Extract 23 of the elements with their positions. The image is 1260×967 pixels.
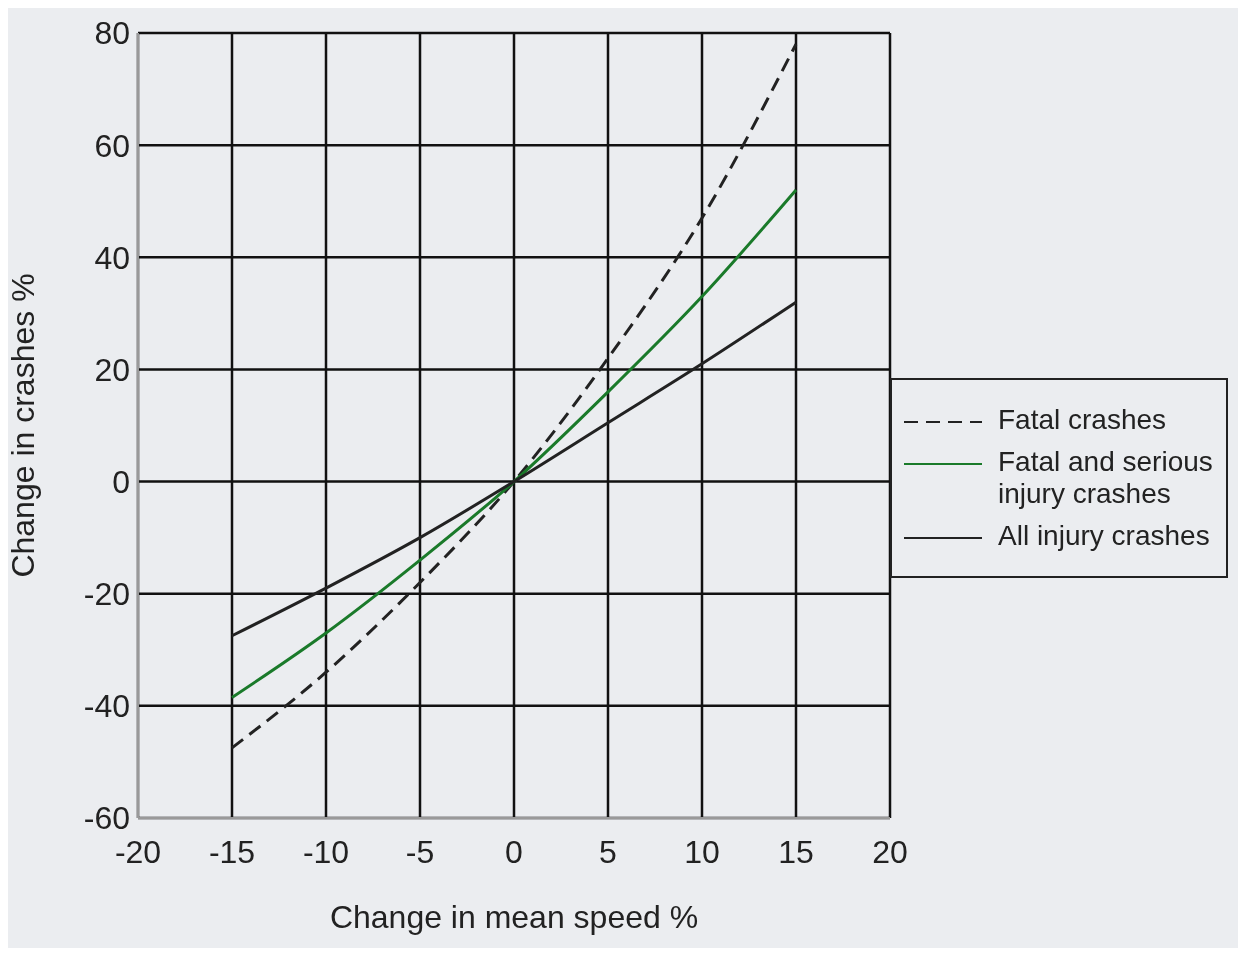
y-axis-title: Change in crashes % [5,273,42,578]
line-series [230,188,798,699]
y-tick-label: -40 [83,688,130,725]
y-tick-label: -20 [83,576,130,613]
y-tick-label: 20 [94,351,130,388]
x-tick-label: -15 [208,833,256,870]
legend-label: Fatal and serious injury crashes [998,446,1214,510]
line-series [230,42,798,750]
x-tick-label: -5 [405,833,435,870]
x-axis-title: Change in mean speed % [329,899,699,935]
y-tick-label: 80 [94,15,130,52]
y-tick-label: -60 [83,800,130,837]
legend-label: Fatal crashes [998,404,1167,436]
y-tick-label: 40 [94,239,130,276]
x-tick-label: 5 [599,833,617,870]
x-tick-label: 20 [872,833,908,870]
x-tick-label: 10 [684,833,720,870]
x-tick-label: 0 [505,833,523,870]
y-tick-label: 0 [112,463,130,500]
legend-label: All injury crashes [998,520,1210,552]
x-tick-label: -10 [302,833,350,870]
y-tick-label: 60 [94,127,130,164]
x-tick-label: 15 [778,833,814,870]
